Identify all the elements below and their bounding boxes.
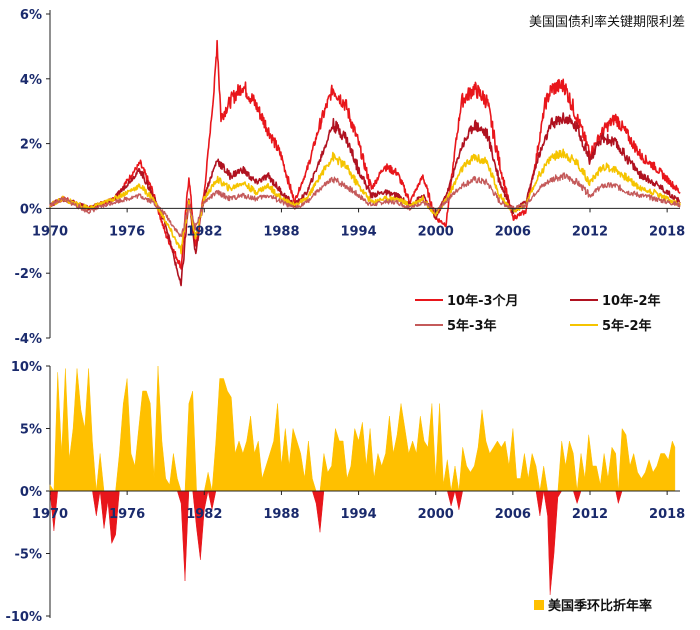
- top-x-tick-label: 1970: [32, 224, 68, 239]
- bottom-x-tick-label: 2006: [495, 507, 531, 522]
- series-line-1: [49, 112, 681, 287]
- bottom-y-tick-label: 10%: [11, 360, 42, 375]
- bottom-y-ticks: 10% 5% 0% -5% -10%: [5, 360, 50, 625]
- top-chart-spread: 美国国债利率关键期限利差 6% 4% 2% 0% -2% -4% 1970 1976 1982…: [15, 8, 686, 347]
- bottom-x-tick-label: 2012: [572, 507, 608, 522]
- top-y-tick-label: 2%: [20, 138, 42, 153]
- top-y-tick-label: -2%: [15, 267, 42, 282]
- series-line-2: [49, 172, 681, 238]
- top-y-tick-label: 4%: [20, 73, 42, 88]
- bottom-chart-gdp: 10% 5% 0% -5% -10% 1970 1976 1982 1988 1994 2000 2…: [5, 360, 685, 625]
- bottom-legend: 美国季环比折年率: [534, 598, 652, 614]
- bottom-x-tick-label: 1976: [109, 507, 145, 522]
- top-x-tick-label: 1988: [263, 224, 299, 239]
- top-series-lines: [49, 39, 681, 287]
- legend-label: 5年-3年: [447, 318, 497, 334]
- top-x-tick-label: 2006: [495, 224, 531, 239]
- top-chart-title: 美国国债利率关键期限利差: [529, 14, 685, 30]
- bottom-x-tick-label: 2000: [418, 507, 454, 522]
- top-y-tick-label: 0%: [20, 202, 42, 217]
- bottom-y-tick-label: -10%: [5, 610, 42, 625]
- bottom-area-bars: [49, 365, 676, 595]
- top-y-tick-label: 6%: [20, 8, 42, 23]
- legend-label: 10年-3个月: [447, 293, 519, 309]
- gdp-positive-area: [49, 365, 676, 492]
- bottom-y-tick-label: 5%: [20, 423, 42, 438]
- bottom-x-ticks: 1970 1976 1982 1988 1994 2000 2006 2012 2018: [32, 491, 685, 522]
- legend-swatch: [534, 600, 544, 610]
- top-y-tick-label: -4%: [15, 332, 42, 347]
- bottom-y-tick-label: -5%: [15, 548, 42, 563]
- series-line-3: [49, 148, 681, 255]
- top-legend: 10年-3个月 10年-2年 5年-3年 5年-2年: [415, 293, 661, 334]
- top-x-tick-label: 1982: [186, 224, 222, 239]
- legend-label: 10年-2年: [602, 293, 661, 309]
- bottom-x-tick-label: 1970: [32, 507, 68, 522]
- bottom-y-tick-label: 0%: [20, 485, 42, 500]
- top-x-tick-label: 1994: [340, 224, 376, 239]
- bottom-x-tick-label: 1988: [263, 507, 299, 522]
- top-x-tick-label: 2018: [649, 224, 685, 239]
- bottom-x-tick-label: 1994: [340, 507, 376, 522]
- bottom-x-tick-label: 1982: [186, 507, 222, 522]
- top-x-tick-label: 2012: [572, 224, 608, 239]
- top-x-tick-label: 2000: [418, 224, 454, 239]
- top-x-tick-label: 1976: [109, 224, 145, 239]
- top-x-ticks: 1970 1976 1982 1988 1994 2000 2006 2012 2018: [32, 208, 685, 239]
- bottom-x-tick-label: 2018: [649, 507, 685, 522]
- legend-label: 5年-2年: [602, 318, 652, 334]
- legend-label: 美国季环比折年率: [548, 598, 652, 614]
- top-y-ticks: 6% 4% 2% 0% -2% -4%: [15, 8, 50, 347]
